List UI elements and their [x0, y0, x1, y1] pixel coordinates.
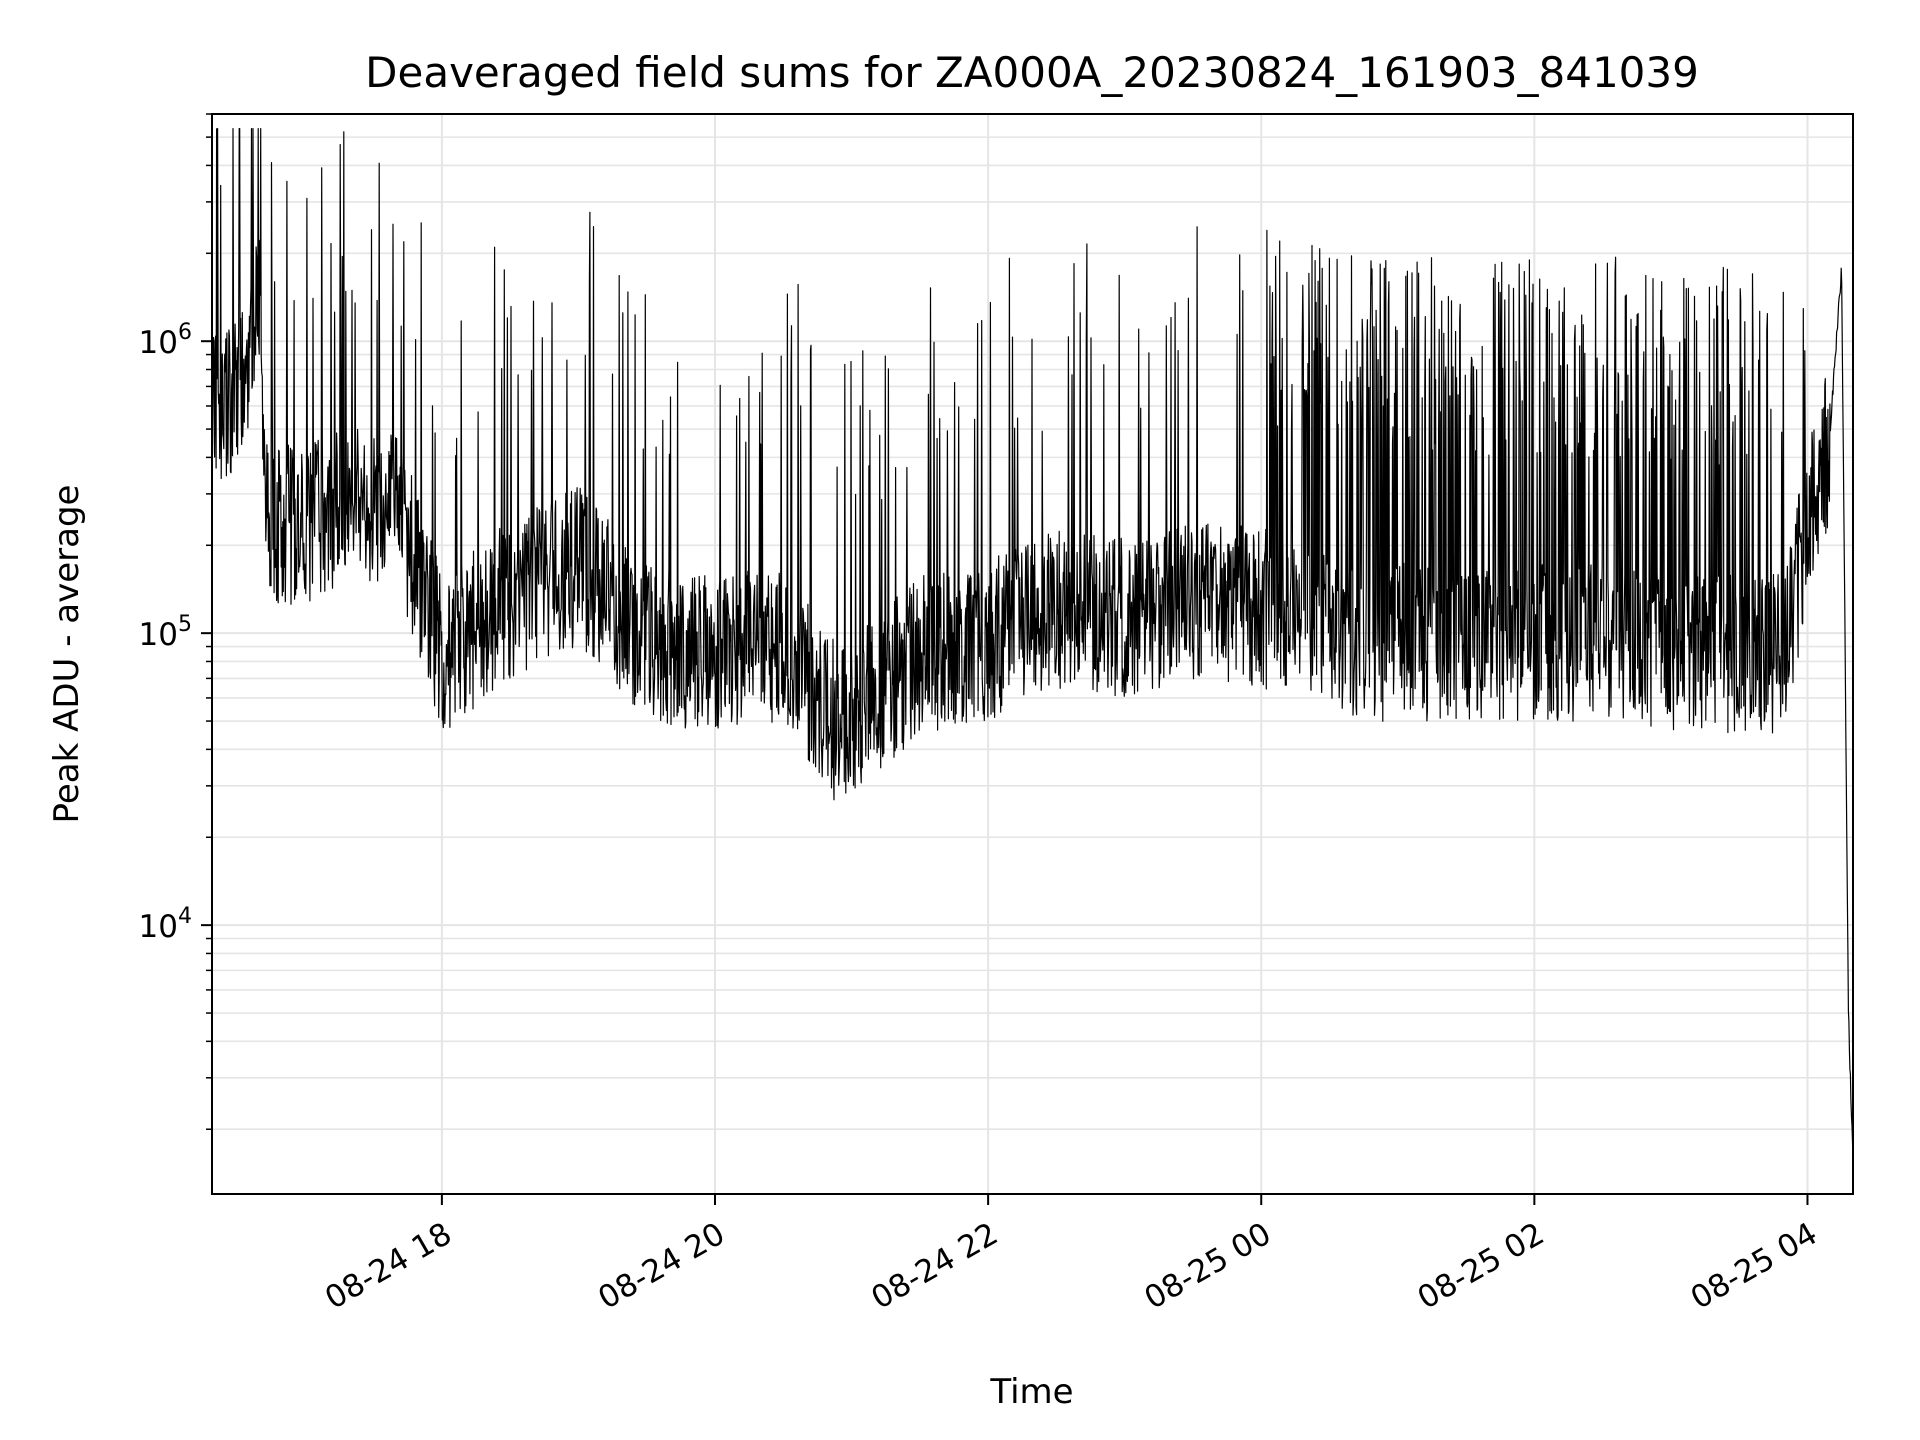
y-axis-ticks: 104 105 106: [139, 113, 212, 1130]
y-tick-label: 106: [139, 320, 192, 361]
plot-frame: [211, 113, 1854, 1195]
series-line: [211, 128, 1854, 1166]
y-axis-label: Peak ADU - average: [47, 485, 87, 824]
y-tick-label: 104: [139, 904, 192, 945]
chart-title: Deaveraged field sums for ZA000A_2023082…: [365, 48, 1699, 97]
y-tick-label: 105: [139, 612, 192, 653]
x-axis-label: Time: [989, 1372, 1073, 1412]
